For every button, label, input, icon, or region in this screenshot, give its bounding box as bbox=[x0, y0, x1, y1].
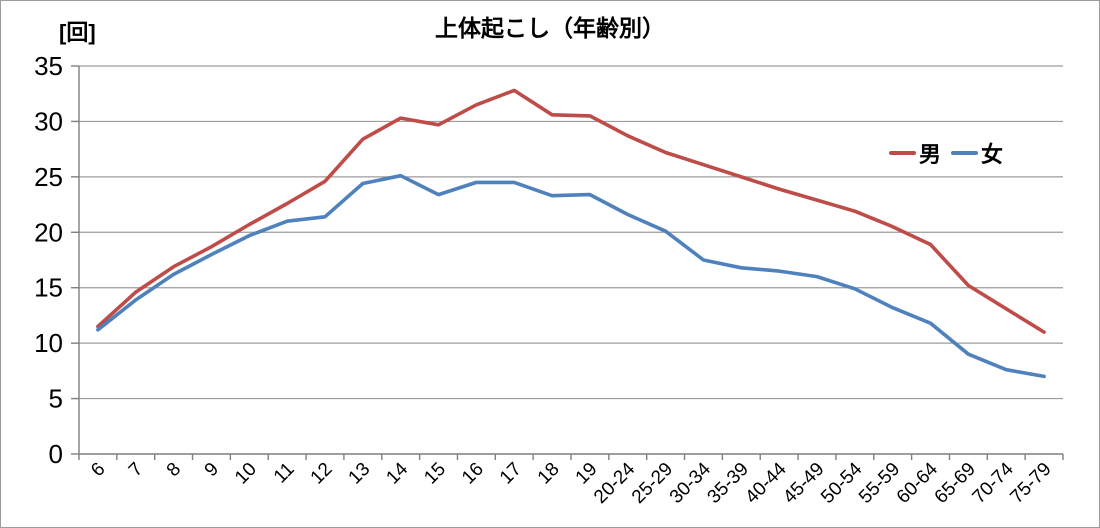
svg-text:13: 13 bbox=[345, 459, 375, 489]
svg-text:5: 5 bbox=[49, 384, 63, 414]
svg-text:60-64: 60-64 bbox=[893, 458, 943, 508]
chart-legend: 男 女 bbox=[889, 137, 1003, 169]
svg-text:11: 11 bbox=[270, 459, 299, 488]
male-series-dash-icon bbox=[889, 151, 916, 155]
svg-text:14: 14 bbox=[382, 458, 412, 488]
svg-text:17: 17 bbox=[496, 459, 526, 489]
svg-text:35-39: 35-39 bbox=[704, 459, 753, 508]
y-axis-unit-label: [回] bbox=[59, 20, 96, 45]
svg-text:0: 0 bbox=[49, 439, 63, 469]
svg-text:10: 10 bbox=[34, 328, 63, 358]
svg-text:30-34: 30-34 bbox=[666, 458, 716, 508]
svg-text:15: 15 bbox=[34, 273, 63, 303]
svg-text:50-54: 50-54 bbox=[817, 458, 867, 508]
svg-text:18: 18 bbox=[534, 459, 564, 489]
svg-text:30: 30 bbox=[34, 106, 63, 136]
svg-text:7: 7 bbox=[125, 459, 147, 481]
svg-text:65-69: 65-69 bbox=[931, 459, 980, 508]
svg-text:25: 25 bbox=[34, 162, 63, 192]
svg-text:12: 12 bbox=[307, 459, 337, 489]
svg-text:25-29: 25-29 bbox=[628, 459, 677, 508]
legend-entry-female: 女 bbox=[951, 137, 1003, 169]
svg-text:6: 6 bbox=[87, 459, 109, 481]
svg-text:9: 9 bbox=[201, 459, 223, 481]
legend-entry-male: 男 bbox=[889, 137, 941, 169]
svg-text:40-44: 40-44 bbox=[741, 458, 791, 508]
svg-text:20-24: 20-24 bbox=[590, 458, 640, 508]
svg-text:20: 20 bbox=[34, 217, 63, 247]
chart-title: 上体起こし（年齢別） bbox=[435, 15, 665, 41]
svg-text:70-74: 70-74 bbox=[969, 458, 1019, 508]
svg-text:35: 35 bbox=[34, 51, 63, 81]
svg-text:45-49: 45-49 bbox=[779, 459, 828, 508]
svg-text:75-79: 75-79 bbox=[1006, 459, 1055, 508]
legend-label-female: 女 bbox=[981, 142, 1004, 167]
svg-text:16: 16 bbox=[458, 459, 488, 489]
legend-label-male: 男 bbox=[919, 142, 942, 167]
svg-text:19: 19 bbox=[572, 459, 602, 489]
svg-text:15: 15 bbox=[420, 459, 450, 489]
svg-text:55-59: 55-59 bbox=[855, 459, 904, 508]
svg-text:10: 10 bbox=[231, 459, 261, 489]
female-series-dash-icon bbox=[951, 151, 979, 155]
svg-text:8: 8 bbox=[163, 459, 185, 481]
